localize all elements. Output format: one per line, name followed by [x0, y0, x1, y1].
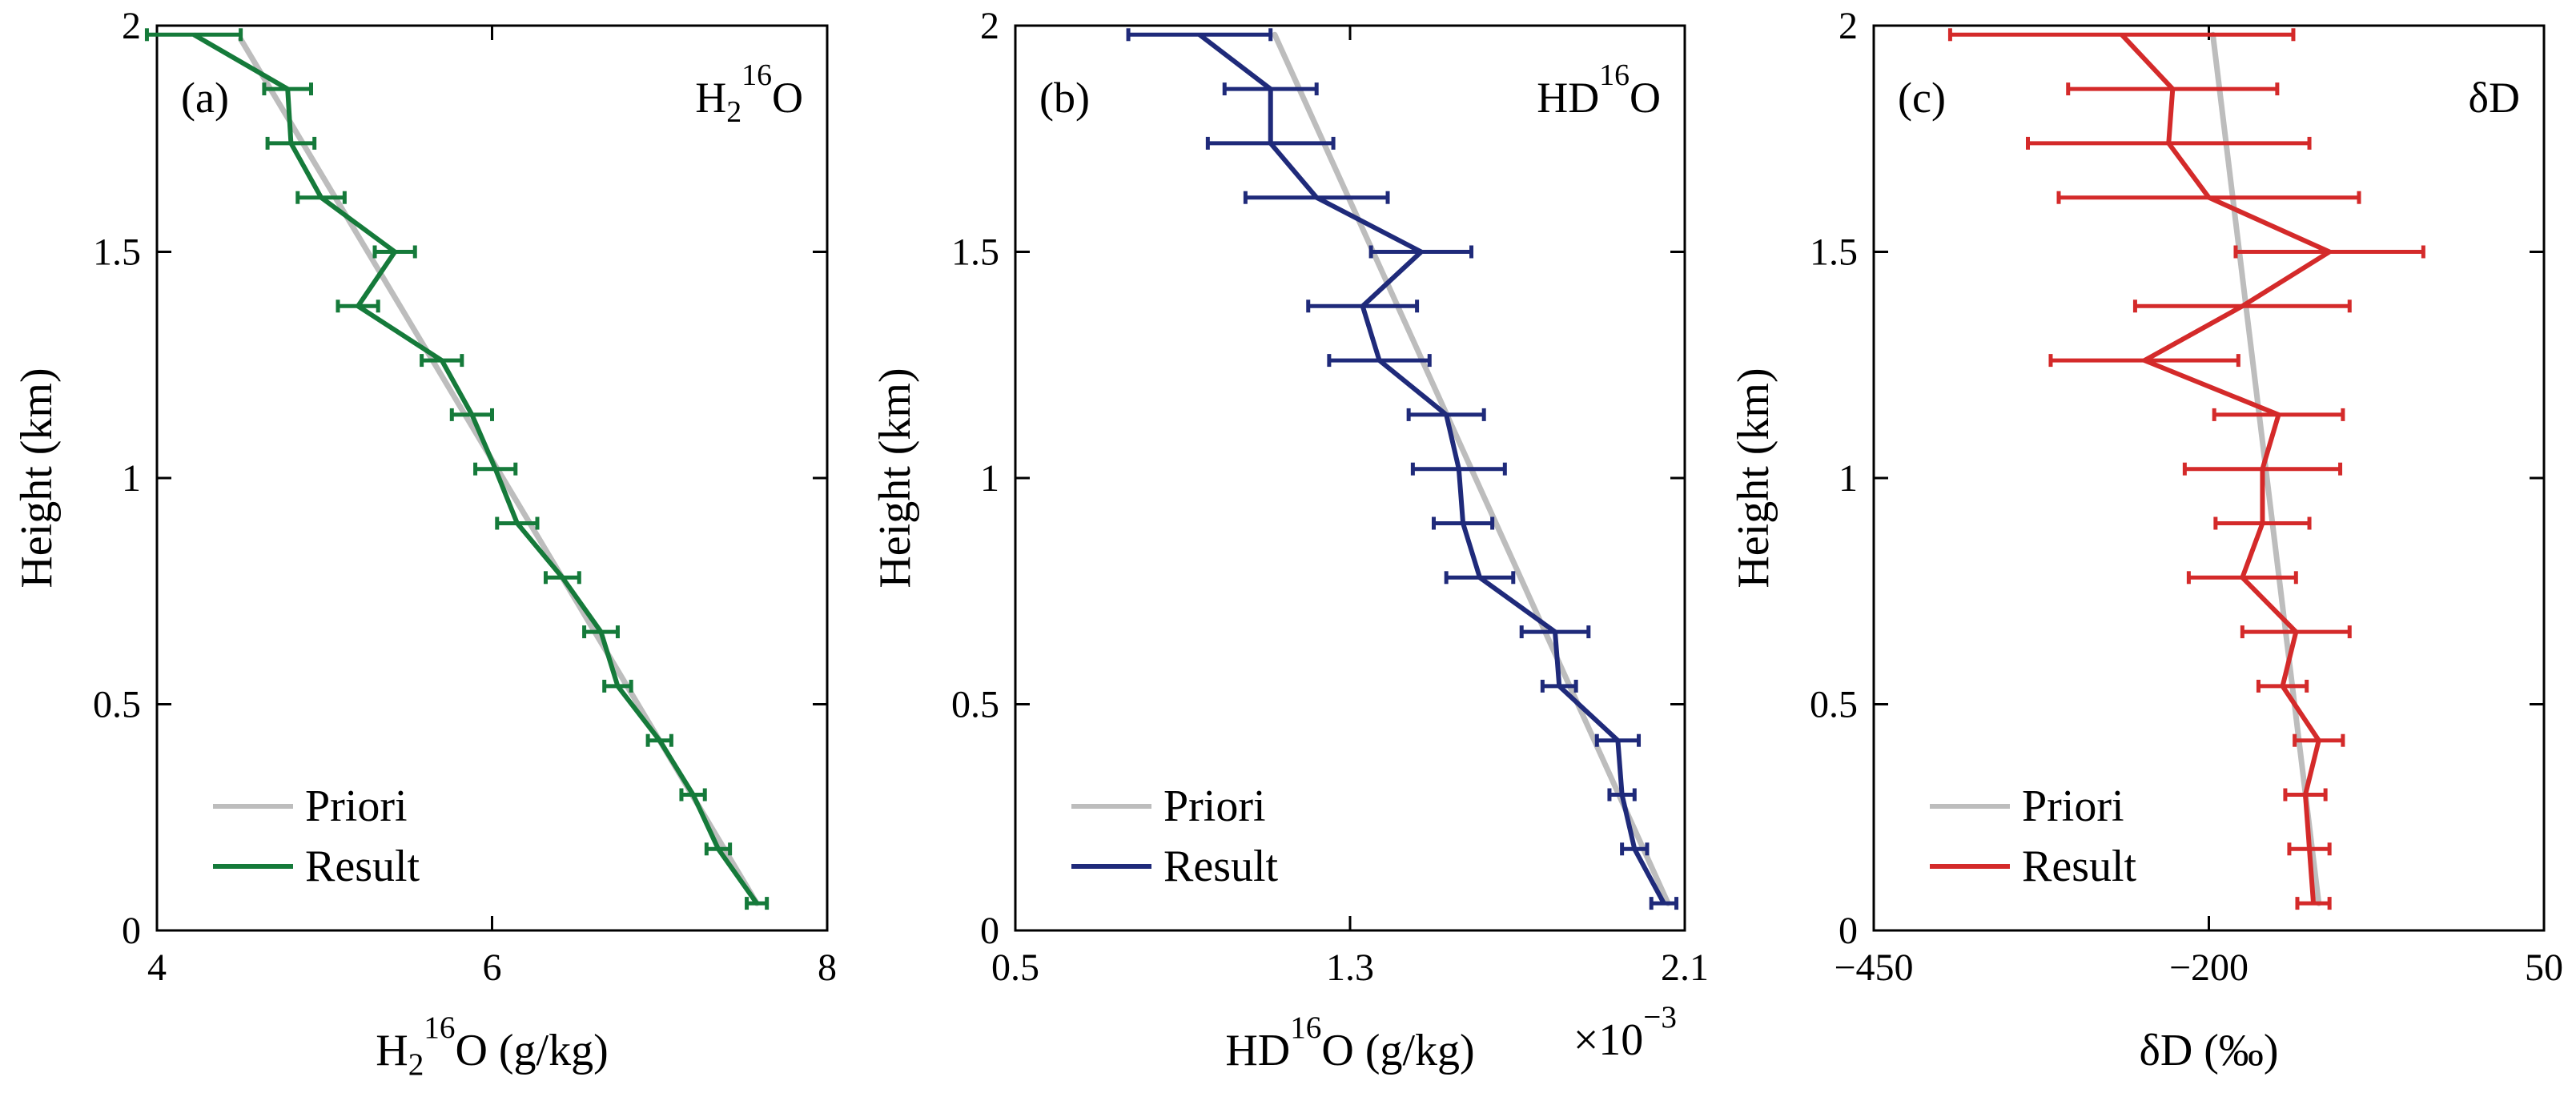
y-tick-label: 0 — [980, 910, 999, 952]
y-tick-label: 1 — [1839, 457, 1858, 500]
error-bar — [1126, 28, 1273, 42]
x-tick-label: 4 — [147, 946, 167, 989]
y-tick-label: 1.5 — [93, 231, 141, 274]
y-tick-label: 0.5 — [1810, 684, 1858, 726]
panel-c: −450 −200 50 0 0.5 1 1.5 2 Height (km) δD (‰) (c) δ… — [1729, 5, 2563, 1075]
legend: Priori Result — [1071, 782, 1279, 891]
x-tick-label: 2.1 — [1661, 946, 1709, 989]
x-tick-label: 0.5 — [991, 946, 1039, 989]
y-tick-label: 2 — [980, 5, 999, 47]
y-tick-label: 2 — [122, 5, 141, 47]
axes-box — [155, 24, 829, 932]
result-line — [192, 32, 759, 905]
x-tick-label: −200 — [2169, 946, 2248, 989]
x-tick-label: 1.3 — [1326, 946, 1374, 989]
y-tick-label: 1 — [980, 457, 999, 500]
y-axis-label: Height (km) — [12, 368, 62, 588]
y-tick-label: 0 — [122, 910, 141, 952]
y-tick-label: 1 — [122, 457, 141, 500]
legend-label-result: Result — [305, 842, 420, 891]
x-tick-label: 6 — [483, 946, 502, 989]
y-tick-label: 0.5 — [93, 684, 141, 726]
panel-title: H216O — [695, 58, 803, 129]
panel-label: (a) — [181, 74, 229, 122]
x-tick-label: 50 — [2525, 946, 2563, 989]
legend-label-result: Result — [1163, 842, 1279, 891]
x-axis-label: H216O (g/kg) — [376, 1011, 609, 1082]
x-scale-factor: ×10−3 — [1573, 1000, 1677, 1065]
x-axis-label: δD (‰) — [2139, 1026, 2278, 1075]
legend-label-priori: Priori — [2022, 782, 2124, 831]
result-line — [2120, 33, 2333, 904]
y-tick-label: 2 — [1839, 5, 1858, 47]
y-axis-label: Height (km) — [1729, 368, 1778, 588]
axes-box — [1014, 24, 1686, 932]
x-axis-label: HD16O (g/kg) — [1225, 1011, 1474, 1075]
panel-title: δD — [2469, 74, 2520, 122]
legend: Priori Result — [213, 782, 420, 891]
panel-a: 4 6 8 0 0.5 1 1.5 2 Height (km) H216O (g/kg) (a) H2… — [12, 5, 837, 1082]
y-tick-label: 0 — [1839, 910, 1858, 952]
y-tick-label: 0.5 — [951, 684, 999, 726]
x-tick-label: 8 — [818, 946, 837, 989]
y-tick-label: 1.5 — [1810, 231, 1858, 274]
legend-label-result: Result — [2022, 842, 2137, 891]
panel-label: (c) — [1898, 74, 1946, 122]
y-axis-label: Height (km) — [870, 368, 920, 588]
y-tick-label: 1.5 — [951, 231, 999, 274]
axes-box — [1872, 24, 2546, 932]
result-line — [1198, 32, 1666, 905]
panel-title: HD16O — [1537, 58, 1661, 122]
x-tick-label: −450 — [1834, 946, 1913, 989]
legend-label-priori: Priori — [305, 782, 408, 831]
legend: Priori Result — [1930, 782, 2137, 891]
panel-label: (b) — [1039, 74, 1090, 122]
legend-label-priori: Priori — [1163, 782, 1266, 831]
